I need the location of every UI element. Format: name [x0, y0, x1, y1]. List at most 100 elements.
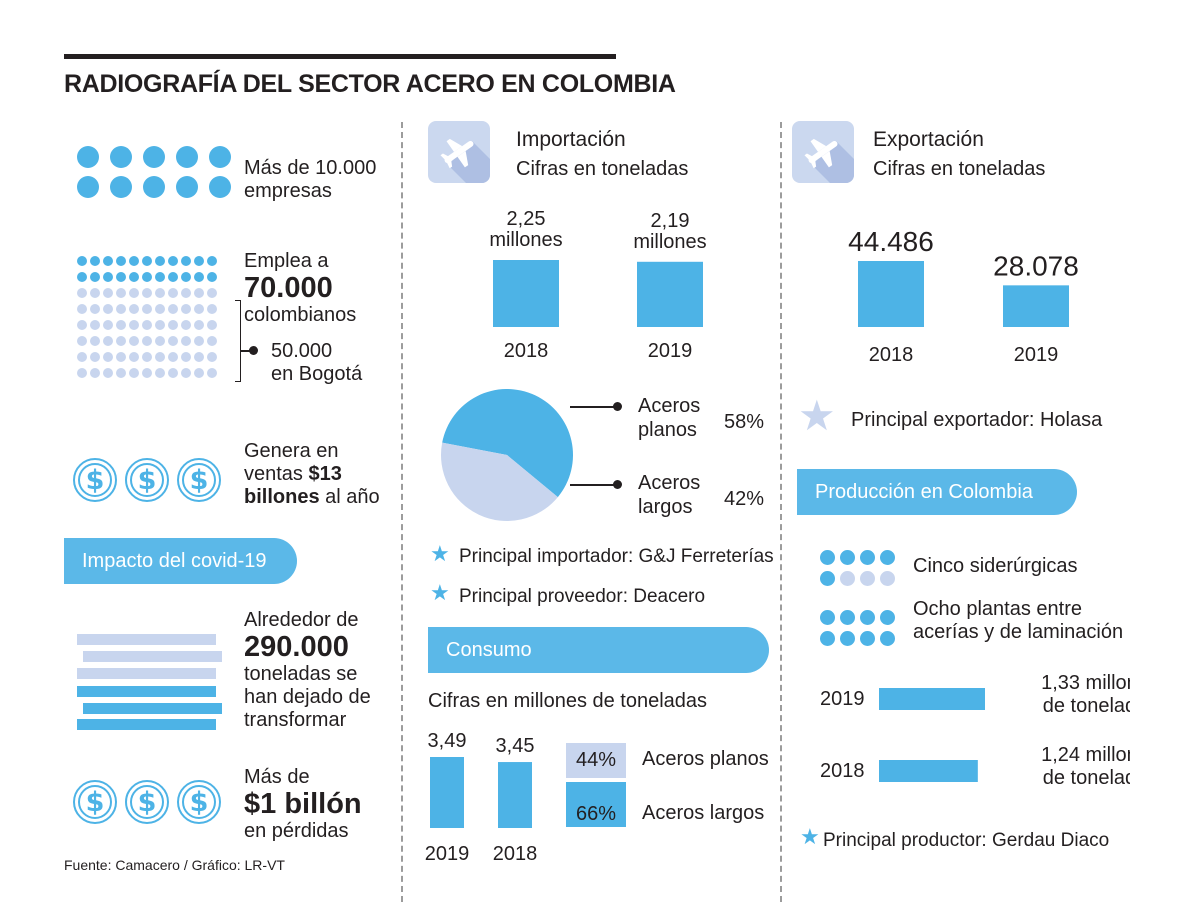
dot	[209, 176, 231, 198]
tons-line3: toneladas se	[244, 663, 358, 685]
dot	[90, 272, 100, 282]
dot	[77, 272, 87, 282]
losses-line3: en pérdidas	[244, 820, 349, 842]
dot	[181, 320, 191, 330]
dot	[90, 304, 100, 314]
dot	[90, 320, 100, 330]
dot	[142, 288, 152, 298]
consumo-value-label: 3,49	[428, 730, 467, 752]
dot	[181, 368, 191, 378]
consumo-bar-chart: 2019 3,49 2018 3,45	[425, 730, 538, 865]
dot	[77, 288, 87, 298]
import-subtitle: Cifras en toneladas	[516, 158, 689, 180]
dot	[90, 336, 100, 346]
produccion-value-label: de toneladas	[1043, 695, 1130, 717]
steel-sheet-icon	[83, 703, 222, 714]
dot	[116, 288, 126, 298]
dot	[168, 272, 178, 282]
legend-swatch-planos	[566, 743, 626, 778]
dot	[194, 272, 204, 282]
consumo-year-label: 2018	[493, 843, 538, 865]
dot	[181, 352, 191, 362]
dot	[176, 146, 198, 168]
bogota-bracket	[235, 300, 241, 382]
dot	[116, 336, 126, 346]
employment-line1: Emplea a	[244, 250, 329, 272]
dot	[859, 570, 875, 586]
dot	[110, 176, 132, 198]
consumo-subtitle: Cifras en millones de toneladas	[428, 690, 708, 712]
dot	[142, 320, 152, 330]
plantas-line2: acerías y de laminación	[913, 621, 1124, 643]
produccion-value-label: 1,33 millones	[1041, 672, 1130, 694]
export-title: Exportación	[873, 128, 984, 151]
dot	[142, 304, 152, 314]
dot	[155, 336, 165, 346]
dot	[194, 320, 204, 330]
dot	[176, 176, 198, 198]
dot	[110, 146, 132, 168]
steel-sheet-icon	[77, 668, 216, 679]
employment-number: 70.000	[244, 272, 333, 304]
dot	[155, 272, 165, 282]
dot	[207, 304, 217, 314]
dot	[859, 630, 875, 646]
dot	[879, 549, 895, 565]
tons-line1: Alrededor de	[244, 609, 359, 631]
consumo-bar-2018	[498, 762, 532, 828]
dot	[142, 272, 152, 282]
dot	[207, 288, 217, 298]
dollar-coin-icon: $	[177, 458, 221, 502]
pie-slice-aceros-largos	[441, 442, 558, 521]
dot	[142, 256, 152, 266]
import-value-label: millones	[489, 229, 562, 251]
dollar-coin-icon: $	[125, 458, 169, 502]
dot	[143, 146, 165, 168]
dot	[181, 288, 191, 298]
dot	[129, 304, 139, 314]
import-bar-2019	[637, 261, 703, 327]
dot	[859, 609, 875, 625]
dot	[819, 549, 835, 565]
steel-sheet-icon	[77, 719, 216, 730]
dot	[168, 336, 178, 346]
dot	[207, 336, 217, 346]
dot	[839, 609, 855, 625]
legend-label-largos: Aceros largos	[642, 802, 765, 824]
dot	[819, 570, 835, 586]
principal-producer: Principal productor: Gerdau Diaco	[823, 830, 1110, 851]
losses-number: $1 billón	[244, 788, 362, 820]
sales-line2: ventas $13	[244, 463, 342, 485]
dot	[207, 272, 217, 282]
dot	[103, 272, 113, 282]
star-icon: ★	[800, 825, 820, 850]
dot	[859, 549, 875, 565]
principal-supplier: Principal proveedor: Deacero	[459, 586, 706, 607]
dot	[819, 609, 835, 625]
dot	[77, 176, 99, 198]
produccion-pill: Producción en Colombia	[797, 469, 1077, 515]
export-subtitle: Cifras en toneladas	[873, 158, 1046, 180]
siderurgicas-text: Cinco siderúrgicas	[913, 555, 1078, 577]
export-year-label: 2018	[869, 344, 914, 366]
dot	[194, 352, 204, 362]
dollar-coin-icon: $	[73, 780, 117, 824]
dot	[77, 336, 87, 346]
dot	[129, 272, 139, 282]
consumo-value-label: 3,45	[496, 735, 535, 757]
dot	[839, 570, 855, 586]
dot	[207, 368, 217, 378]
produccion-year-label: 2019	[820, 688, 865, 710]
pie-value-largos: 42%	[724, 488, 765, 510]
tons-line5: transformar	[244, 709, 347, 731]
dot	[168, 288, 178, 298]
bogota-text: en Bogotá	[271, 363, 363, 385]
export-value-label: 28.078	[993, 250, 1079, 281]
dot	[194, 256, 204, 266]
import-value-label: 2,25	[507, 208, 546, 230]
export-bar-2018	[858, 261, 924, 327]
pie-leader-dot	[613, 480, 622, 489]
steel-sheet-icon	[77, 634, 216, 645]
